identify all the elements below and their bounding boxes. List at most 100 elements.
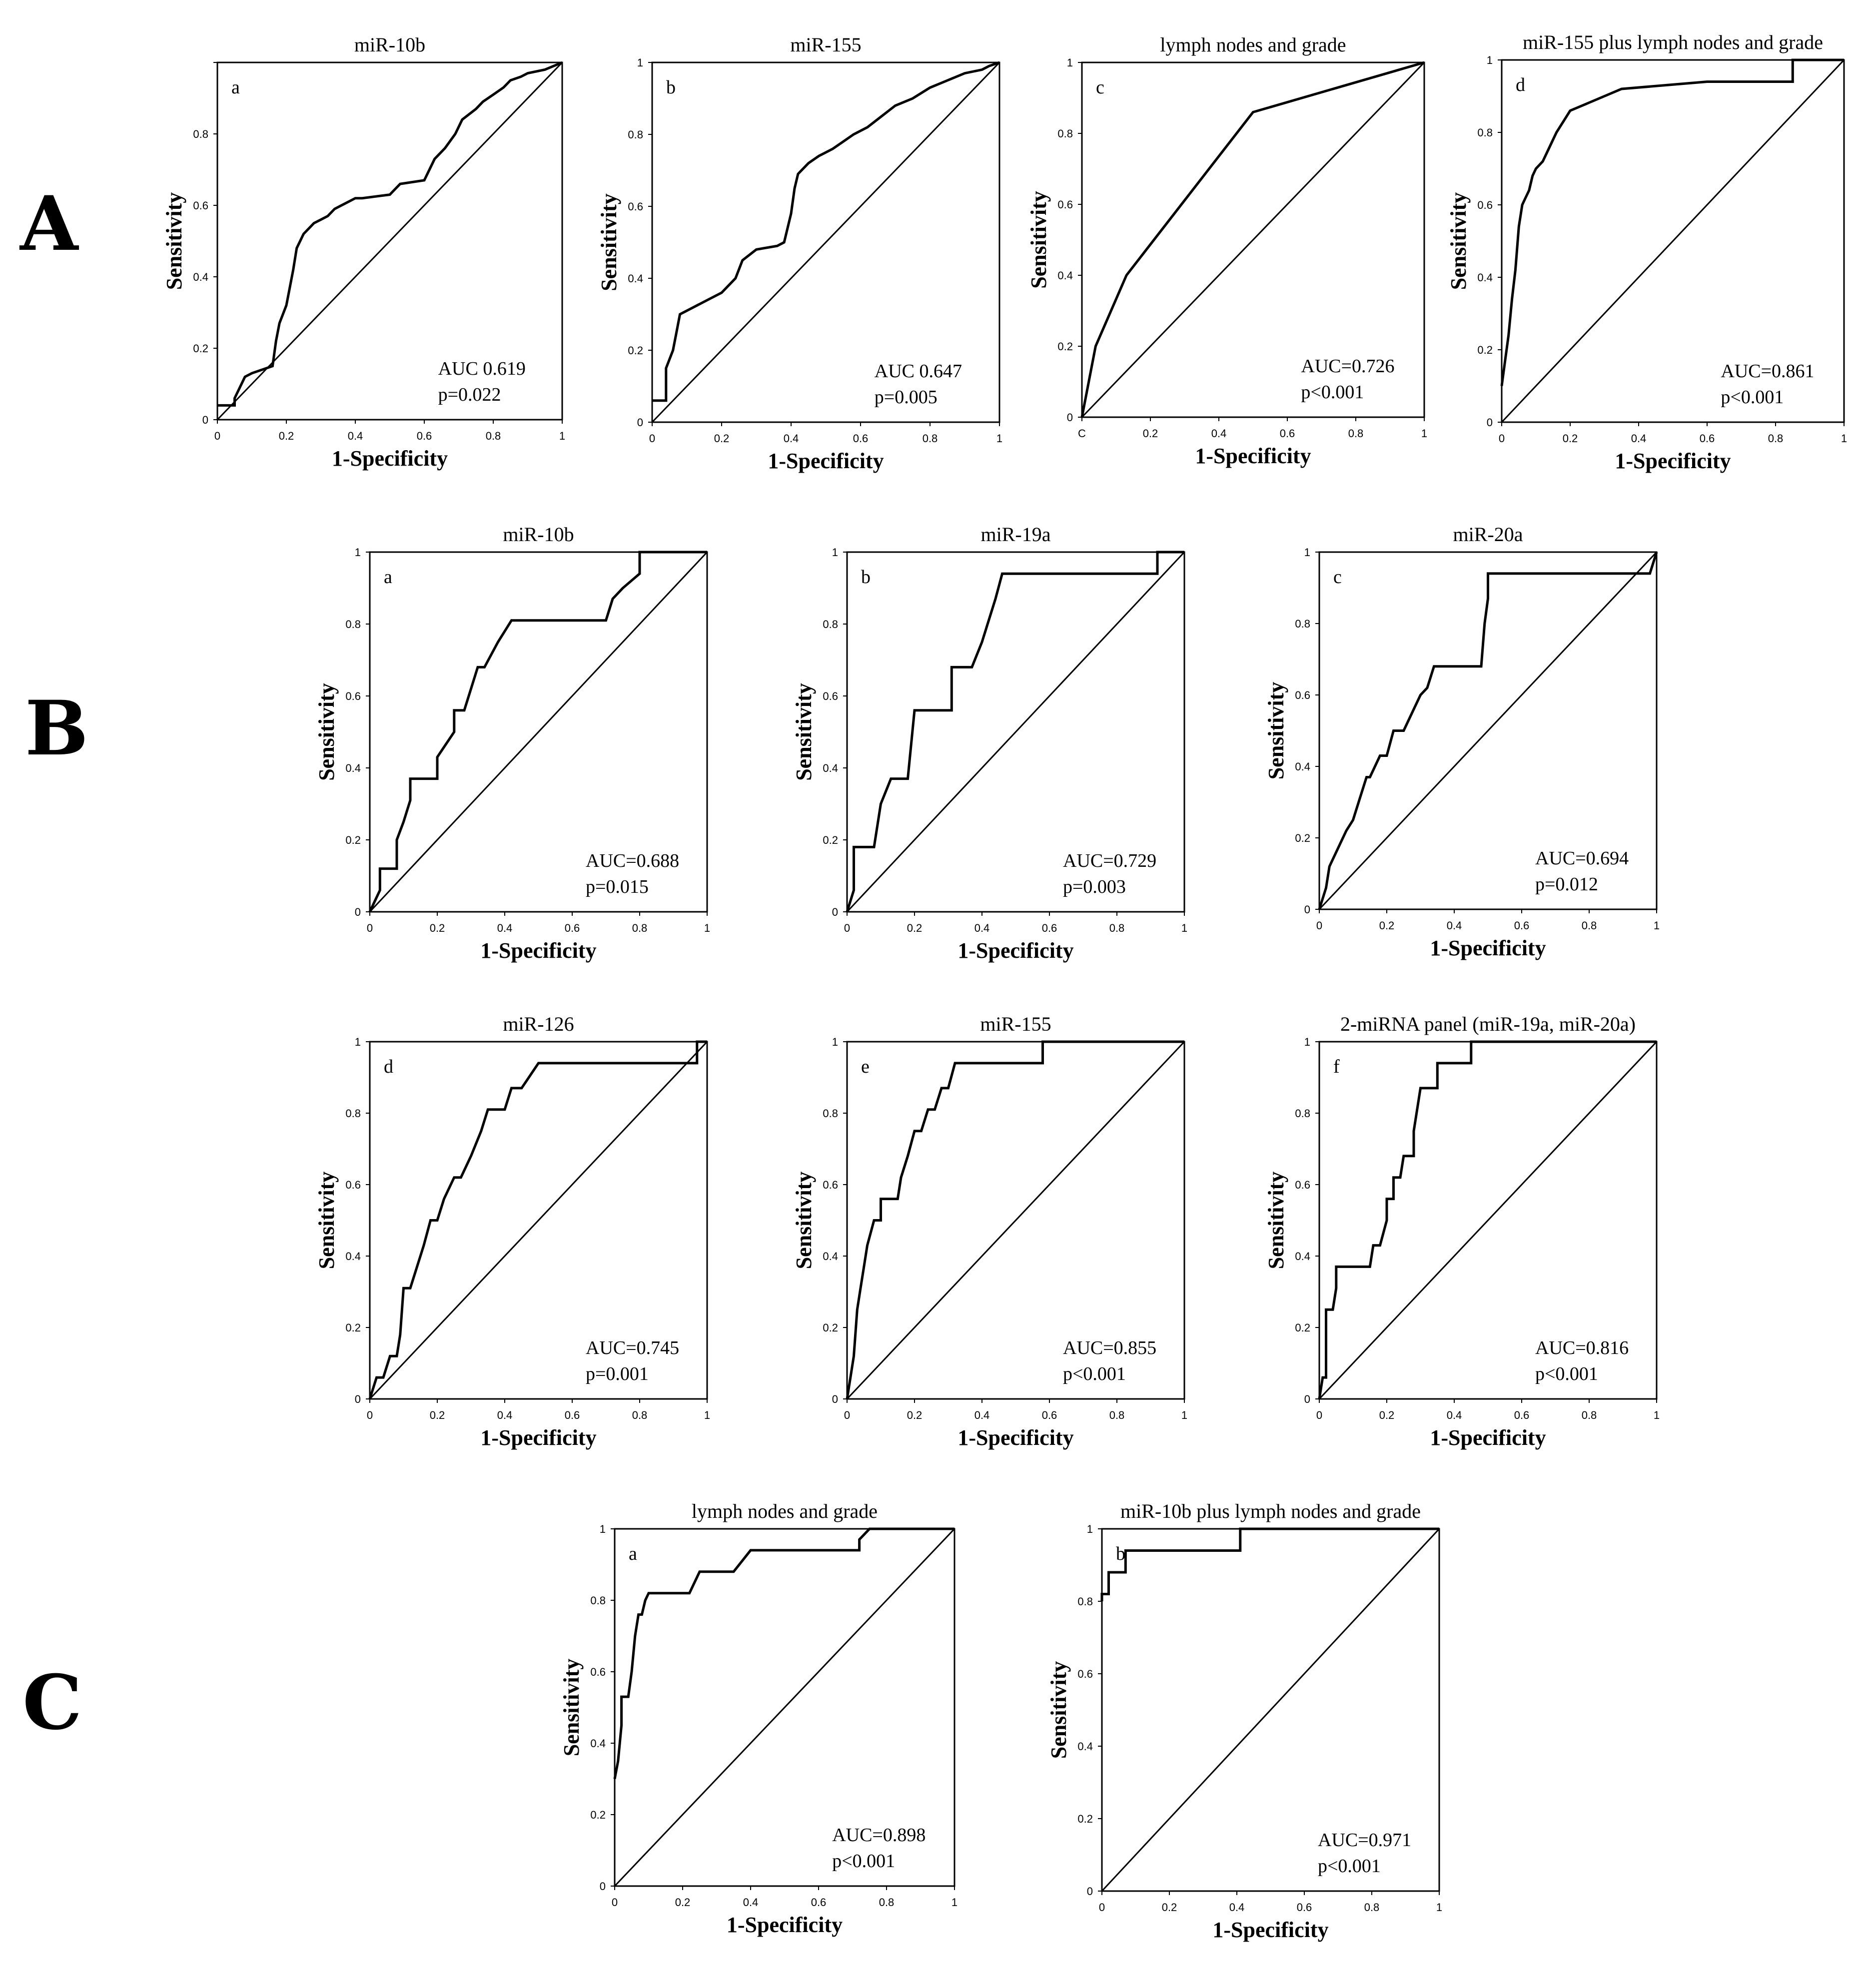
y-tick-label: 0.4 [1295, 1250, 1310, 1263]
x-tick-label: 0.4 [348, 430, 363, 442]
x-tick-label: C [1078, 427, 1086, 440]
x-tick-label: 0.8 [1348, 427, 1364, 440]
y-tick-label: 0.8 [193, 128, 208, 140]
row-label-a: A [19, 180, 79, 268]
y-tick-label: 1 [355, 1036, 361, 1048]
x-tick-label: 1 [1421, 427, 1427, 440]
x-tick-label: 0.2 [1563, 432, 1578, 445]
y-tick-label: 0.2 [345, 834, 361, 846]
y-tick-label: 0.6 [345, 1179, 361, 1191]
y-tick-label: 1 [1304, 546, 1310, 559]
auc-label: AUC=0.816 [1535, 1337, 1629, 1358]
x-tick-label: 0.4 [743, 1896, 759, 1909]
auc-label: AUC 0.619 [438, 358, 526, 379]
y-tick-label: 1 [355, 546, 361, 559]
roc-curve [1080, 61, 1425, 418]
x-tick-label: 0.2 [430, 1409, 445, 1421]
plot-frame [846, 551, 1185, 913]
panel-letter: d [1516, 74, 1525, 95]
x-tick-label: 0.4 [784, 432, 799, 445]
y-tick-label: 0.6 [823, 690, 838, 702]
x-tick-label: 1 [1654, 919, 1660, 932]
reference-diagonal-line [1101, 1528, 1440, 1892]
x-tick-label: 0 [649, 432, 655, 445]
reference-diagonal-line [614, 1528, 955, 1887]
x-tick-label: 0.2 [1162, 1901, 1177, 1914]
plot-frame [369, 551, 708, 913]
y-tick-label: 1 [637, 56, 643, 69]
x-tick-label: 0.6 [853, 432, 869, 445]
y-tick-label: 0.4 [1057, 269, 1073, 282]
roc-curve [1500, 58, 1844, 386]
y-tick-label: 1 [832, 1036, 838, 1048]
x-tick-label: 0 [1316, 1409, 1322, 1421]
chart-title: miR-155 [790, 33, 861, 56]
roc-curve [652, 61, 1000, 402]
p-value-label: p<0.001 [1535, 1363, 1598, 1384]
x-tick-label: 0.6 [1042, 922, 1057, 934]
y-tick-label: 0 [202, 414, 208, 426]
y-tick-label: 0 [1067, 411, 1073, 424]
roc-curve [613, 1527, 954, 1779]
x-tick-label: 1 [1654, 1409, 1660, 1421]
chart-title: miR-155 [980, 1013, 1051, 1035]
p-value-label: p<0.001 [1318, 1856, 1381, 1877]
y-tick-label: 0.6 [1077, 1668, 1093, 1680]
roc-panel-a-a: miR-10b a 0 0.2 0.4 0.6 0.8 1 0 0.2 0.4 0.6 0.8 1-Spe… [162, 33, 565, 471]
plot-frame [614, 1528, 955, 1887]
roc-panel-c-a: lymph nodes and grade a 0 0.2 0.4 0.6 0.8 1 0 0.2… [559, 1500, 957, 1937]
y-tick-label: 0 [355, 906, 361, 918]
x-tick-label: 0 [1499, 432, 1505, 445]
x-tick-label: 0 [1316, 919, 1322, 932]
x-tick-label: 1 [996, 432, 1002, 445]
x-tick-label: 0.8 [632, 922, 648, 934]
x-tick-label: 0.4 [974, 1409, 990, 1421]
y-tick-label: 0.8 [590, 1594, 606, 1607]
panel-letter: b [1116, 1543, 1125, 1564]
x-axis-label: 1-Specificity [1212, 1918, 1328, 1942]
chart-title: 2-miRNA panel (miR-19a, miR-20a) [1340, 1013, 1636, 1035]
x-tick-label: 1 [1181, 1409, 1187, 1421]
p-value-label: p<0.001 [832, 1851, 895, 1872]
x-tick-label: 0.6 [1297, 1901, 1312, 1914]
x-tick-label: 0.2 [907, 1409, 923, 1421]
x-tick-label: 0 [214, 430, 220, 442]
reference-diagonal-line [651, 61, 1000, 423]
y-tick-label: 1 [832, 546, 838, 559]
chart-title: miR-155 plus lymph nodes and grade [1523, 31, 1823, 53]
y-tick-label: 0.2 [1295, 1321, 1310, 1334]
y-tick-label: 0.6 [628, 200, 643, 213]
y-tick-label: 0.2 [823, 1321, 838, 1334]
x-tick-label: 1 [951, 1896, 957, 1909]
chart-title: miR-10b [503, 523, 574, 546]
panel-letter: e [861, 1056, 870, 1077]
auc-label: AUC=0.971 [1318, 1830, 1411, 1851]
x-tick-label: 1 [1436, 1901, 1442, 1914]
panel-letter: a [629, 1543, 637, 1564]
y-tick-label: 0.4 [1077, 1740, 1093, 1753]
y-tick-label: 0.8 [1295, 1107, 1310, 1120]
y-tick-label: 0 [832, 906, 838, 918]
y-tick-label: 0.6 [1295, 689, 1310, 701]
y-tick-label: 0.4 [823, 762, 838, 774]
x-tick-label: 0.6 [565, 922, 580, 934]
roc-panel-a-b: miR-155 b 0 0.2 0.4 0.6 0.8 1 0 0.2 0.4 0.6 0.8 1 1-Sp… [597, 33, 1002, 473]
y-axis-label: Sensitivity [597, 193, 621, 291]
plot-frame [216, 61, 563, 421]
x-axis-label: 1-Specificity [1195, 444, 1311, 468]
y-axis-label: Sensitivity [1046, 1661, 1071, 1759]
y-tick-label: 0.4 [1295, 760, 1310, 773]
roc-panel-b-e: miR-155 e 0 0.2 0.4 0.6 0.8 1 0 0.2 0.4 0.6 0.8 1 1-Sp… [792, 1013, 1187, 1450]
x-tick-label: 0.8 [1582, 1409, 1597, 1421]
auc-label: AUC=0.898 [832, 1825, 926, 1846]
x-tick-label: 0.6 [1280, 427, 1295, 440]
p-value-label: p<0.001 [1063, 1363, 1126, 1384]
y-tick-label: 0 [1487, 416, 1493, 429]
x-tick-label: 1 [559, 430, 565, 442]
x-tick-label: 0.4 [1211, 427, 1227, 440]
x-tick-label: 0.8 [879, 1896, 895, 1909]
x-tick-label: 1 [704, 1409, 710, 1421]
auc-label: AUC=0.688 [586, 850, 679, 871]
row-label-c: C [22, 1659, 82, 1747]
chart-title: miR-20a [1453, 523, 1523, 546]
